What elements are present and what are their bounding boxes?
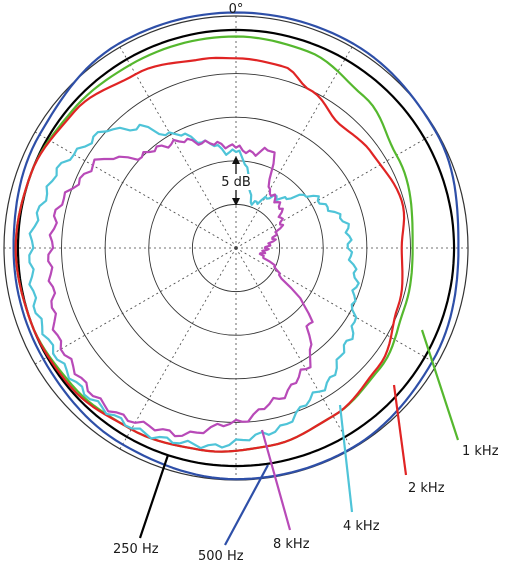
grid-spoke-10 (34, 131, 237, 249)
grid-spoke-5 (235, 247, 353, 450)
series-2-khz-curve (14, 56, 406, 453)
leader-1-khz (420, 329, 460, 441)
series-250-hz-curve (16, 28, 456, 468)
label-leaders (138, 329, 460, 546)
grid-spoke-1 (235, 46, 353, 249)
series-8-khz-curve (47, 137, 314, 438)
leader-2-khz (392, 384, 408, 476)
polar-series (12, 11, 460, 481)
series-label-2-khz: 2 kHz (408, 481, 445, 496)
grid-spoke-4 (235, 247, 438, 365)
series-label-500-hz: 500 Hz (198, 549, 244, 564)
series-label-1-khz: 1 kHz (462, 444, 499, 459)
scale-indicator: 5 dB (218, 156, 254, 206)
grid-ring-4 (61, 73, 411, 423)
angle-label: 0° (229, 2, 244, 17)
series-label-8-khz: 8 kHz (273, 537, 310, 552)
leader-500-hz (224, 464, 269, 546)
series-500-hz-curve (12, 11, 460, 481)
series-labels: 1 kHz 2 kHz 4 kHz 8 kHz 500 Hz 250 Hz (113, 444, 499, 564)
leader-8-khz (260, 429, 292, 531)
grid-spoke-11 (119, 46, 237, 249)
scale-label: 5 dB (221, 175, 251, 190)
leader-4-khz (338, 404, 354, 513)
series-label-250-hz: 250 Hz (113, 542, 159, 557)
series-1-khz-curve (14, 35, 414, 453)
scale-label-bg (218, 174, 254, 190)
scale-arrow-down (232, 198, 240, 206)
grid-spoke-8 (34, 247, 237, 365)
series-label-4-khz: 4 kHz (343, 519, 380, 534)
grid-spoke-2 (235, 131, 438, 249)
grid-spoke-7 (119, 247, 237, 450)
scale-arrow-up (232, 156, 240, 164)
series-4-khz-curve (28, 123, 360, 450)
leader-250-hz (138, 454, 170, 539)
